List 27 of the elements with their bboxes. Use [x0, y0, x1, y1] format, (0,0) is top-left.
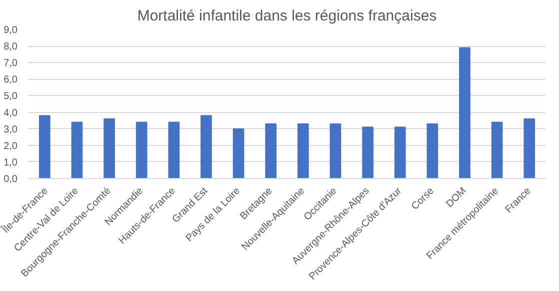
- bar: [104, 118, 115, 178]
- bar: [168, 122, 180, 178]
- y-tick-label: 9,0: [4, 25, 18, 36]
- bar: [459, 47, 470, 178]
- bar: [524, 118, 536, 178]
- bar: [200, 115, 212, 178]
- y-tick-label: 7,0: [4, 58, 18, 70]
- bar: [297, 123, 309, 178]
- bar: [330, 123, 342, 178]
- bar: [265, 123, 277, 178]
- bar: [136, 122, 148, 178]
- bar: [491, 122, 503, 178]
- y-tick-label: 1,0: [4, 157, 18, 168]
- y-tick-label: 2,0: [4, 140, 18, 152]
- chart-title: Mortalité infantile dans les régions françaises: [137, 8, 437, 24]
- y-tick-label: 6,0: [4, 74, 18, 86]
- y-tick-label: 8,0: [4, 42, 18, 53]
- y-tick-label: 4,0: [4, 108, 18, 119]
- bar: [394, 126, 406, 178]
- bar: [426, 123, 438, 178]
- y-tick-label: 0,0: [4, 174, 18, 185]
- y-tick-label: 5,0: [4, 91, 18, 102]
- bar: [38, 115, 50, 178]
- y-tick-label: 3,0: [4, 124, 18, 136]
- bar: [232, 128, 244, 178]
- bar: [71, 122, 83, 178]
- bar: [362, 126, 374, 178]
